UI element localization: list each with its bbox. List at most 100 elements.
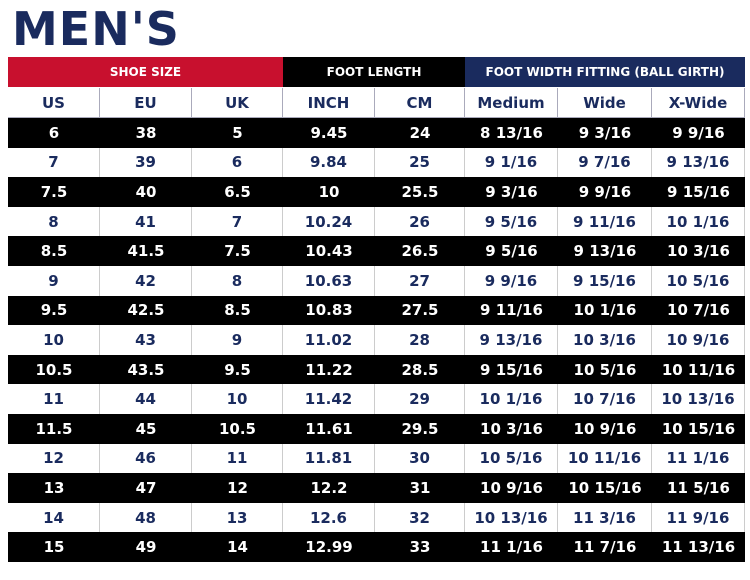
table-cell: 10 3/16 xyxy=(558,325,652,355)
table-cell: 10 1/16 xyxy=(652,206,745,237)
table-cell: 10 9/16 xyxy=(652,325,745,355)
table-cell: 10 9/16 xyxy=(558,414,652,444)
table-cell: 10 13/16 xyxy=(465,502,558,533)
table-cell: 6 xyxy=(192,147,283,178)
table-cell: 27 xyxy=(375,266,465,296)
table-cell: 45 xyxy=(100,414,192,444)
table-cell: 11 1/16 xyxy=(465,532,558,562)
table-cell: 8.5 xyxy=(192,295,283,326)
column-header: UK xyxy=(192,88,283,118)
table-cell: 9.5 xyxy=(8,295,100,326)
table-cell: 9.5 xyxy=(192,354,283,385)
table-cell: 29 xyxy=(375,384,465,414)
table-cell: 12.99 xyxy=(283,532,375,562)
table-cell: 6.5 xyxy=(192,177,283,207)
table-cell: 9 3/16 xyxy=(558,118,652,148)
table-cell: 8 xyxy=(192,266,283,296)
table-cell: 11 9/16 xyxy=(652,502,745,533)
table-cell: 29.5 xyxy=(375,414,465,444)
table-cell: 8 13/16 xyxy=(465,118,558,148)
table-cell: 10 5/16 xyxy=(558,354,652,385)
group-header: FOOT WIDTH FITTING (BALL GIRTH) xyxy=(465,57,745,87)
table-cell: 43 xyxy=(100,325,192,355)
table-cell: 9 9/16 xyxy=(558,177,652,207)
table-cell: 9 13/16 xyxy=(465,325,558,355)
table-cell: 10 xyxy=(8,325,100,355)
table-cell: 7 xyxy=(8,147,100,178)
column-header: Wide xyxy=(558,88,652,118)
table-cell: 42.5 xyxy=(100,295,192,326)
table-cell: 7.5 xyxy=(8,177,100,207)
table-cell: 10.83 xyxy=(283,295,375,326)
table-cell: 10 13/16 xyxy=(652,384,745,414)
table-cell: 9.45 xyxy=(283,118,375,148)
table-cell: 11 1/16 xyxy=(652,443,745,474)
table-cell: 10 11/16 xyxy=(652,354,745,385)
table-cell: 8 xyxy=(8,206,100,237)
table-cell: 5 xyxy=(192,118,283,148)
table-cell: 41.5 xyxy=(100,236,192,266)
table-cell: 46 xyxy=(100,443,192,474)
table-cell: 10 5/16 xyxy=(652,266,745,296)
table-cell: 11.5 xyxy=(8,414,100,444)
table-cell: 9 1/16 xyxy=(465,147,558,178)
group-header: SHOE SIZE xyxy=(8,57,283,87)
table-cell: 11 7/16 xyxy=(558,532,652,562)
column-header: Medium xyxy=(465,88,558,118)
table-cell: 6 xyxy=(8,118,100,148)
table-cell: 11.22 xyxy=(283,354,375,385)
table-cell: 10.43 xyxy=(283,236,375,266)
table-cell: 26.5 xyxy=(375,236,465,266)
table-cell: 9 15/16 xyxy=(465,354,558,385)
table-cell: 9 9/16 xyxy=(652,118,745,148)
table-cell: 13 xyxy=(192,502,283,533)
table-cell: 10 xyxy=(283,177,375,207)
table-cell: 10 7/16 xyxy=(558,384,652,414)
table-cell: 38 xyxy=(100,118,192,148)
column-header: US xyxy=(8,88,100,118)
table-cell: 12 xyxy=(8,443,100,474)
table-cell: 10 7/16 xyxy=(652,295,745,326)
table-cell: 8.5 xyxy=(8,236,100,266)
table-cell: 40 xyxy=(100,177,192,207)
table-cell: 9 13/16 xyxy=(652,147,745,178)
table-cell: 43.5 xyxy=(100,354,192,385)
table-cell: 9 9/16 xyxy=(465,266,558,296)
table-cell: 9 xyxy=(192,325,283,355)
table-cell: 7 xyxy=(192,206,283,237)
table-cell: 9 15/16 xyxy=(558,266,652,296)
table-cell: 24 xyxy=(375,118,465,148)
table-cell: 39 xyxy=(100,147,192,178)
table-cell: 25.5 xyxy=(375,177,465,207)
table-cell: 33 xyxy=(375,532,465,562)
table-cell: 27.5 xyxy=(375,295,465,326)
table-cell: 10 3/16 xyxy=(652,236,745,266)
column-header: X-Wide xyxy=(652,88,745,118)
table-cell: 9 15/16 xyxy=(652,177,745,207)
table-cell: 28.5 xyxy=(375,354,465,385)
table-cell: 9 3/16 xyxy=(465,177,558,207)
table-cell: 10 5/16 xyxy=(465,443,558,474)
column-header: INCH xyxy=(283,88,375,118)
table-cell: 47 xyxy=(100,473,192,503)
table-cell: 10 11/16 xyxy=(558,443,652,474)
table-cell: 15 xyxy=(8,532,100,562)
table-cell: 10.5 xyxy=(8,354,100,385)
table-cell: 10.63 xyxy=(283,266,375,296)
table-cell: 12.2 xyxy=(283,473,375,503)
table-cell: 12 xyxy=(192,473,283,503)
column-header: EU xyxy=(100,88,192,118)
table-cell: 11 xyxy=(8,384,100,414)
table-cell: 10 9/16 xyxy=(465,473,558,503)
table-cell: 10 15/16 xyxy=(558,473,652,503)
table-cell: 10 xyxy=(192,384,283,414)
table-cell: 11.02 xyxy=(283,325,375,355)
table-cell: 9 xyxy=(8,266,100,296)
table-cell: 42 xyxy=(100,266,192,296)
table-cell: 41 xyxy=(100,206,192,237)
table-cell: 48 xyxy=(100,502,192,533)
table-cell: 26 xyxy=(375,206,465,237)
table-cell: 14 xyxy=(8,502,100,533)
table-cell: 49 xyxy=(100,532,192,562)
